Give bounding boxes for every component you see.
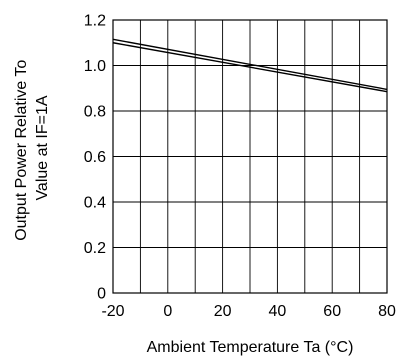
y-tick-label: 0.2 [84, 240, 106, 257]
x-tick-label: 40 [269, 303, 287, 320]
y-tick-label: 1.2 [84, 13, 106, 30]
y-tick-label: 1.0 [84, 58, 106, 75]
y-tick-label: 0 [97, 286, 106, 303]
series-layer [112, 38, 388, 93]
x-tick-label: 80 [378, 303, 396, 320]
y-axis-label-line-1: Output Power Relative To [13, 60, 30, 241]
series-line-1 [112, 38, 388, 91]
y-tick-labels: 0 0.2 0.4 0.6 0.8 1.0 1.2 [84, 13, 106, 303]
y-tick-label: 0.6 [84, 149, 106, 166]
x-tick-label: 20 [214, 303, 232, 320]
plot-frame [112, 19, 388, 294]
x-tick-labels: -20 0 20 40 60 80 [101, 303, 396, 320]
y-axis-label: Output Power Relative To Value at IF=1A [13, 55, 51, 241]
x-tick-label: 60 [323, 303, 341, 320]
y-axis-label-line-2: Value at IF=1A [34, 95, 51, 200]
x-tick-label: -20 [101, 303, 124, 320]
y-tick-label: 0.8 [84, 104, 106, 121]
x-tick-label: 0 [163, 303, 172, 320]
x-axis-label: Ambient Temperature Ta (°C) [147, 339, 354, 356]
series-line-2 [112, 42, 388, 93]
y-tick-label: 0.4 [84, 195, 106, 212]
grid [113, 20, 387, 293]
